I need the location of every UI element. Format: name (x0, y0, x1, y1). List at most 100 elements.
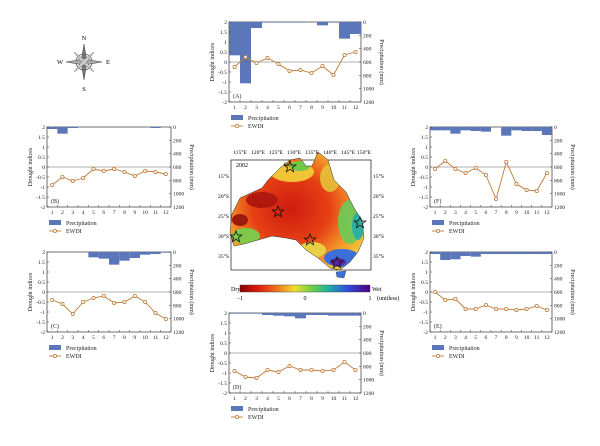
x-tick-label: 10 (331, 105, 337, 111)
lat-tick: 25°S (373, 213, 384, 220)
y-tick-label: 0.5 (220, 341, 227, 347)
x-tick-label: 1 (233, 396, 236, 402)
ewdi-point (504, 159, 509, 164)
ewdi-line (51, 168, 166, 186)
precip-bar (150, 127, 161, 128)
panel-label: (C) (51, 323, 59, 330)
ewdi-point (81, 299, 86, 304)
ewdi-point (309, 71, 314, 76)
station-panels: -2-1.5-1-0.500.511.52 0200400600800100012… (28, 20, 576, 421)
x-tick-label: 6 (102, 210, 105, 216)
colorbar-max: 1 (369, 296, 372, 302)
x-tick-label: 4 (266, 396, 269, 402)
y2-tick-label: 400 (173, 277, 182, 283)
ewdi-point (243, 55, 248, 60)
ewdi-point (353, 50, 358, 55)
y-tick-label: -0.5 (36, 175, 45, 181)
ewdi-point (232, 65, 237, 70)
precip-bar (47, 127, 58, 129)
compass-n: N (82, 35, 87, 42)
precip-bar (295, 313, 306, 319)
precip-bar (541, 127, 552, 135)
x-tick-label: 10 (524, 335, 530, 341)
x-tick-label: 1 (434, 335, 437, 341)
x-tick-label: 4 (464, 335, 467, 341)
panel-label: (A) (233, 93, 241, 100)
precip-bar (440, 252, 451, 260)
ewdi-point (254, 61, 259, 66)
ewdi-point (122, 169, 127, 174)
precip-bar (109, 252, 120, 265)
precip-bar (430, 127, 441, 131)
y-tick-label: 2 (224, 311, 227, 317)
precip-bar (317, 313, 328, 315)
legend-ewdi-label: EWDI (449, 354, 465, 360)
x-tick-label: 6 (102, 335, 105, 341)
y-tick-label: 0 (425, 165, 428, 171)
ewdi-point (353, 367, 358, 372)
x-tick-label: 12 (163, 335, 169, 341)
ewdi-point (524, 306, 529, 311)
x-tick-label: 10 (142, 210, 148, 216)
y2-tick-label: 800 (363, 73, 372, 79)
ewdi-point (143, 168, 148, 173)
y-tick-label: 0.5 (38, 280, 45, 286)
x-tick-label: 7 (495, 210, 498, 216)
y2-tick-label: 200 (173, 263, 182, 269)
precip-bar (501, 127, 512, 136)
ewdi-point (60, 174, 65, 179)
compass-s: S (82, 86, 86, 93)
x-tick-label: 2 (444, 335, 447, 341)
panel-f: -2-1.5-1-0.500.511.52 0200400600800100012… (411, 125, 576, 235)
y2-tick-label: 400 (554, 277, 563, 283)
y-tick-label: 2 (224, 20, 227, 26)
lon-tick: 115°E (233, 149, 247, 156)
precip-bar (511, 252, 522, 254)
x-tick-label: 10 (524, 210, 530, 216)
y-tick-label: 1 (224, 40, 227, 46)
x-tick-label: 8 (310, 396, 313, 402)
legend-precip-label: Precipitation (248, 116, 279, 122)
lon-tick: 150°E (357, 149, 372, 156)
ewdi-line (234, 361, 356, 379)
lat-tick: 15°S (218, 173, 229, 180)
y2-tick-label: 1000 (363, 87, 374, 93)
y2-tick-label: 800 (363, 364, 372, 370)
legend-precip-swatch (432, 345, 444, 350)
panel-b: -2-1.5-1-0.500.511.52 0200400600800100012… (28, 125, 195, 235)
ewdi-point (153, 310, 158, 315)
precip-bar (240, 22, 251, 84)
x-tick-label: 1 (434, 210, 437, 216)
x-tick-label: 8 (123, 210, 126, 216)
precip-bar (88, 252, 99, 258)
precip-bar (262, 22, 273, 23)
x-tick-label: 9 (321, 396, 324, 402)
precip-bar (460, 252, 471, 256)
y-axis-title: Drought indices (210, 333, 216, 372)
y-tick-label: 1 (425, 145, 428, 151)
colorbar: Dry Wet −1 0 1 (unitless) (231, 284, 399, 302)
precip-bar (501, 252, 512, 254)
x-tick-label: 7 (299, 105, 302, 111)
ewdi-point (342, 53, 347, 58)
legend-precip-label: Precipitation (66, 346, 97, 352)
lat-tick: 25°S (218, 213, 229, 220)
x-tick-label: 11 (153, 210, 159, 216)
y-tick-label: 1 (425, 270, 428, 276)
ewdi-point (163, 316, 168, 321)
ewdi-point (50, 182, 55, 187)
y2-tick-label: 600 (554, 290, 563, 296)
lat-tick: 15°S (373, 173, 384, 180)
ewdi-line (434, 291, 548, 311)
precip-bar (460, 127, 471, 131)
x-tick-label: 5 (277, 396, 280, 402)
panel-label: (E) (434, 323, 442, 330)
legend-ewdi-label: EWDI (449, 229, 465, 235)
panel-e: -2-1.5-1-0.500.511.52 0200400600800100012… (411, 250, 576, 360)
ewdi-point (463, 170, 468, 175)
y2-tick-label: 800 (554, 303, 563, 309)
precip-bar (339, 313, 350, 316)
precip-bar (480, 127, 491, 132)
precip-bar (541, 252, 552, 254)
